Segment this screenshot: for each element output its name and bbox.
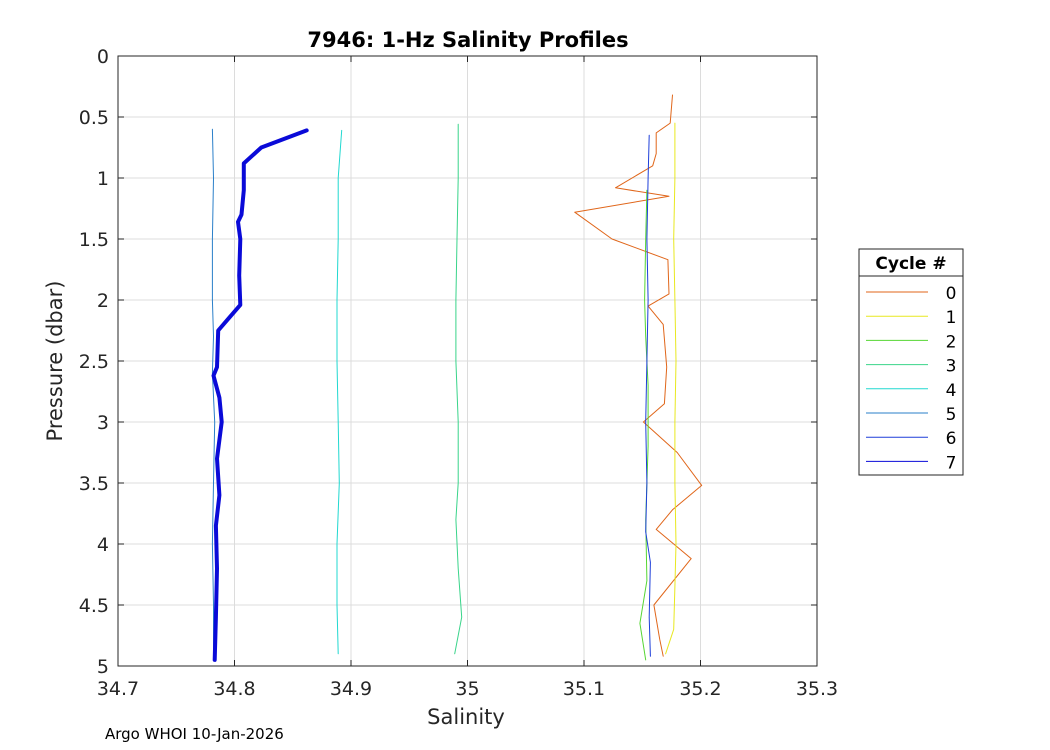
x-tick-label: 35.1 (563, 678, 605, 700)
ticks: 34.7 34.8 34.9 35 35.1 35.2 35.3 0 0.5 1 1.5 2 2.5 3 3… (79, 46, 838, 700)
legend-label-cycle-2: 2 (946, 332, 957, 352)
legend-label-cycle-3: 3 (946, 357, 957, 377)
series-line-cycle-0 (574, 94, 703, 657)
y-tick-label: 2 (97, 290, 109, 312)
legend-label-cycle-7: 7 (946, 453, 957, 473)
legend-items: 0 1 2 3 4 5 6 7 (866, 284, 956, 473)
series-line-cycle-2 (639, 189, 649, 661)
series-line-cycle-4 (336, 129, 343, 655)
series-line-cycle-3 (454, 123, 463, 655)
x-tick-label: 34.8 (213, 678, 255, 700)
y-tick-label: 0.5 (79, 107, 109, 129)
x-tick-label: 34.9 (330, 678, 372, 700)
x-tick-label: 35 (455, 678, 479, 700)
series-group (211, 94, 703, 662)
legend-label-cycle-0: 0 (946, 284, 957, 304)
chart-title: 7946: 1-Hz Salinity Profiles (307, 28, 628, 52)
y-tick-label: 3.5 (79, 473, 109, 495)
y-tick-label: 1.5 (79, 229, 109, 251)
legend-label-cycle-6: 6 (946, 429, 957, 449)
y-tick-label: 2.5 (79, 351, 109, 373)
legend-label-cycle-1: 1 (946, 308, 957, 328)
y-tick-label: 0 (97, 46, 109, 68)
series-line-cycle-1 (665, 122, 677, 655)
x-tick-label: 35.3 (796, 678, 838, 700)
footer-credit: Argo WHOI 10-Jan-2026 (105, 725, 284, 743)
legend: Cycle # 0 1 2 3 4 5 6 7 (858, 248, 964, 476)
series-line-cycle-6 (645, 134, 651, 657)
legend-title: Cycle # (875, 254, 946, 274)
legend-label-cycle-5: 5 (946, 405, 957, 425)
y-tick-label: 5 (97, 656, 109, 678)
x-tick-label: 35.2 (679, 678, 721, 700)
y-tick-label: 4 (97, 534, 109, 556)
y-tick-label: 3 (97, 412, 109, 434)
x-axis-label: Salinity (427, 705, 505, 729)
series-line-cycle-7 (211, 128, 309, 662)
y-tick-label: 1 (97, 168, 109, 190)
x-tick-label: 34.7 (97, 678, 139, 700)
grid (117, 55, 818, 667)
y-axis-label: Pressure (dbar) (43, 281, 67, 442)
y-tick-label: 4.5 (79, 595, 109, 617)
series-line-cycle-5 (211, 128, 216, 661)
legend-label-cycle-4: 4 (946, 381, 957, 401)
